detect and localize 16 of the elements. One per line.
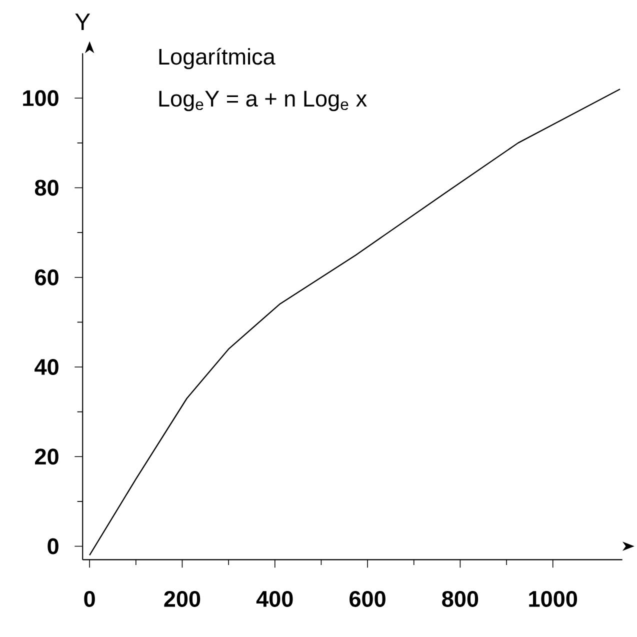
annotation: Log$_{e}$Y = a + n Log$_{e}$ x	[159, 90, 367, 112]
x-tick-label: 600	[350, 590, 386, 607]
y-tick-label: 40	[34, 359, 58, 375]
y-tick-label: 20	[35, 448, 58, 465]
y-axis-title: Y	[75, 14, 90, 30]
line-series	[88, 88, 621, 556]
y-tick-label: 60	[35, 269, 58, 286]
x-tick-label: 800	[442, 590, 478, 607]
y-tick-label: 80	[34, 180, 58, 196]
x-tick-label: 400	[256, 590, 293, 607]
annotation: Logarítmica	[159, 48, 276, 70]
x-tick-label: 1000	[529, 590, 578, 607]
y-tick-label: 0	[48, 538, 58, 554]
y-tick-label: 100	[23, 90, 58, 106]
x-tick-label: 0	[84, 590, 95, 607]
x-tick-label: 200	[164, 590, 200, 607]
